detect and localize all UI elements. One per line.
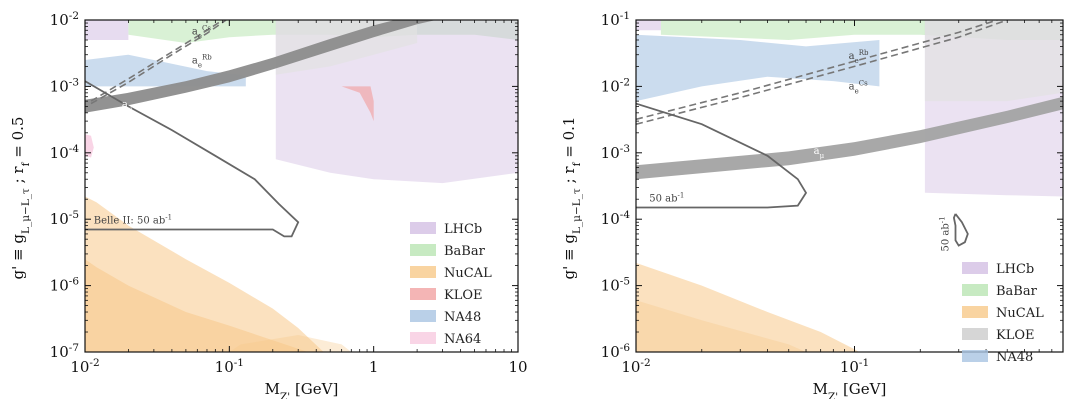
panel-right: 10-2 10-1 10-6 10-5 10-4 10-3 10-2 10-1 MZ' [GeV…: [560, 10, 1064, 399]
legend-label-kloe: KLOE: [996, 328, 1035, 343]
legend-label-lhcb: LHCb: [444, 222, 482, 237]
y-tick-label: 10-1: [601, 10, 630, 29]
y-tick-label: 10-3: [50, 76, 79, 95]
legend-label-na64: NA64: [444, 332, 481, 347]
region-kloe: [341, 86, 374, 122]
y-tick-label: 10-6: [50, 276, 80, 295]
ae-rb-label: aeRb: [849, 49, 869, 65]
y-tick-label: 10-4: [50, 143, 80, 162]
legend-swatch-na48: [410, 310, 436, 322]
region-na48: [636, 34, 880, 102]
y-tick-label: 10-4: [601, 209, 631, 228]
x-tick-label: 10: [508, 358, 527, 376]
plot-frame: [84, 19, 519, 353]
amu-label: aμ: [122, 100, 133, 114]
legend-swatch-kloe: [410, 288, 436, 300]
x-tick-label: 1: [369, 358, 379, 376]
legend-swatch-kloe: [962, 328, 988, 340]
y-tick-label: 10-5: [601, 276, 630, 295]
legend-label-nucal: NuCAL: [444, 266, 492, 281]
x-tick-label: 10-2: [70, 357, 99, 376]
ae-cs-label: aeCs: [849, 79, 868, 95]
y-tick-label: 10-5: [50, 209, 79, 228]
legend-swatch-na64: [410, 332, 436, 344]
ae-cs-label: aeCs: [192, 25, 211, 41]
legend-label-lhcb: LHCb: [996, 262, 1034, 277]
y-tick-label: 10-3: [601, 143, 630, 162]
region-nucal: [636, 262, 860, 352]
y-tick-label: 10-2: [50, 10, 79, 29]
legend: LHCb BaBar NuCAL KLOE NA48: [962, 262, 1044, 365]
plot-area: [85, 20, 518, 352]
region-nucal: [636, 300, 806, 352]
region-lhcb: [636, 20, 661, 31]
x-tick-label: 10-2: [621, 357, 650, 376]
dashed-line-second: [636, 20, 1008, 125]
region-na64: [85, 134, 94, 158]
legend-swatch-lhcb: [962, 262, 988, 274]
legend-swatch-babar: [962, 284, 988, 296]
plot-frame: [635, 19, 1064, 353]
dashed-line-second: [90, 20, 227, 105]
amu-band: [85, 20, 436, 113]
region-nucal: [229, 335, 352, 352]
y-axis-label: g' ≡ gL_μ−L_τ ; rf = 0.1: [560, 117, 583, 280]
x-tick-label: 10-1: [840, 357, 869, 376]
x-axis-label: MZ' [GeV]: [265, 380, 339, 399]
belle2-label: 50 ab-1: [649, 192, 684, 205]
legend-label-babar: BaBar: [996, 284, 1038, 299]
legend: LHCb BaBar NuCAL KLOE NA48 NA64: [410, 222, 492, 347]
belle2-contour: [636, 102, 808, 209]
y-axis-label: g' ≡ gL_μ−L_τ ; rf = 0.5: [9, 117, 32, 280]
legend-label-kloe: KLOE: [444, 288, 483, 303]
legend-swatch-lhcb: [410, 222, 436, 234]
belle2-contour-small: [952, 213, 969, 247]
x-axis-label: MZ' [GeV]: [813, 380, 887, 399]
legend-swatch-nucal: [962, 306, 988, 318]
legend-label-na48: NA48: [444, 310, 481, 325]
y-tick-label: 10-2: [601, 76, 630, 95]
amu-label: aμ: [814, 146, 825, 160]
amu-band: [636, 96, 1063, 180]
region-lhcb: [924, 20, 1063, 102]
y-tick-label: 10-6: [601, 342, 631, 361]
x-tick-label: 10-1: [215, 357, 244, 376]
legend-swatch-babar: [410, 244, 436, 256]
region-lhcb: [85, 20, 129, 40]
legend-swatch-nucal: [410, 266, 436, 278]
belle2-contour: [85, 80, 300, 238]
dashed-line-first: [636, 20, 998, 121]
ae-rb-label: aeRb: [192, 54, 212, 70]
belle2-label: Belle II: 50 ab-1: [94, 213, 172, 226]
belle2-label-small: 50 ab-1: [939, 216, 952, 251]
region-nucal: [85, 196, 324, 352]
dashed-line-first: [90, 20, 224, 102]
legend-label-nucal: NuCAL: [996, 306, 1044, 321]
panel-left: 10-2 10-1 1 10 10-7 10-6 10-5 10-4 10-3 10-2 MZ' […: [9, 10, 528, 399]
plot-area: [636, 20, 1063, 352]
legend-label-babar: BaBar: [444, 244, 486, 259]
y-tick-label: 10-7: [50, 342, 79, 361]
legend-swatch-na48: [962, 350, 988, 362]
legend-label-na48: NA48: [996, 350, 1033, 365]
